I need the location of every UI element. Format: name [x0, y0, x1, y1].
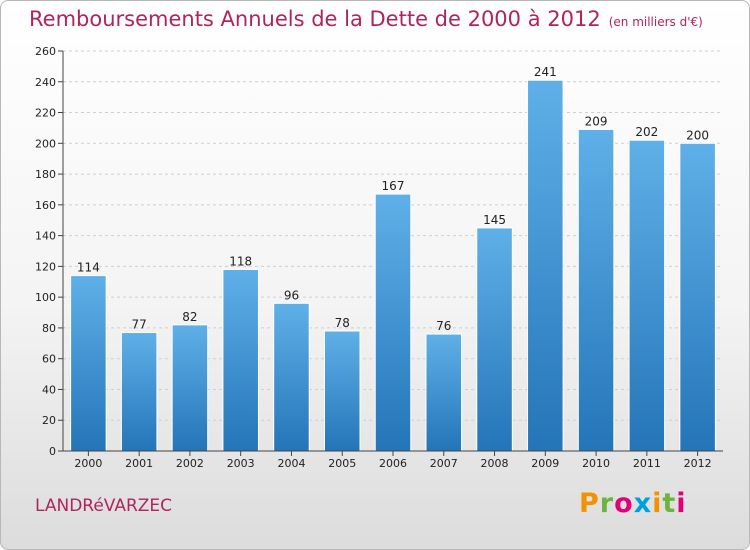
bar [222, 268, 259, 452]
y-tick-label: 120 [35, 260, 56, 273]
x-tick-label: 2012 [684, 457, 712, 470]
chart-title-text: Remboursements Annuels de la Dette de 20… [29, 7, 601, 31]
bar-value-label: 77 [132, 318, 147, 332]
x-tick-label: 2005 [328, 457, 356, 470]
bar [628, 139, 666, 452]
bar [679, 142, 716, 452]
logo-letter: i [676, 488, 687, 519]
bar-value-label: 209 [585, 114, 608, 128]
x-tick-label: 2011 [633, 457, 661, 470]
x-tick-label: 2004 [277, 457, 305, 470]
y-tick-label: 0 [49, 445, 56, 458]
y-tick-label: 40 [42, 383, 56, 396]
x-tick-label: 2003 [227, 457, 255, 470]
y-tick-label: 240 [35, 76, 56, 89]
x-tick-label: 2007 [430, 457, 458, 470]
bar-value-label: 114 [77, 261, 100, 275]
logo-letter: o [614, 488, 634, 519]
x-tick-label: 2000 [74, 457, 102, 470]
bar [374, 193, 412, 452]
commune-name: LANDRéVARZEC [35, 496, 173, 516]
bar [120, 332, 158, 452]
logo-letter: t [662, 488, 677, 519]
y-tick-label: 80 [42, 322, 56, 335]
x-tick-label: 2001 [125, 457, 153, 470]
logo-letter: x [633, 488, 653, 519]
bar-value-label: 145 [483, 213, 506, 227]
y-tick-label: 140 [35, 230, 56, 243]
chart-subtitle: (en milliers d'€) [608, 15, 703, 29]
logo-letter: P [579, 488, 600, 519]
bar-value-label: 82 [182, 310, 197, 324]
logo-letter: r [599, 488, 615, 519]
bar-value-label: 167 [382, 179, 405, 193]
bar [273, 302, 310, 452]
bar-value-label: 241 [534, 65, 557, 79]
x-tick-label: 2002 [176, 457, 204, 470]
bar [577, 128, 615, 452]
logo-letter: i [652, 488, 663, 519]
y-tick-label: 220 [35, 107, 56, 120]
chart-title: Remboursements Annuels de la Dette de 20… [29, 7, 703, 31]
bar [171, 324, 209, 452]
y-tick-label: 20 [42, 414, 56, 427]
bar [527, 79, 564, 452]
proxiti-logo: Proxiti [579, 488, 687, 519]
bar-value-label: 118 [229, 254, 252, 268]
y-tick-label: 200 [35, 137, 56, 150]
bar [323, 330, 361, 452]
x-tick-label: 2010 [582, 457, 610, 470]
y-tick-label: 180 [35, 168, 56, 181]
bar-value-label: 200 [686, 128, 709, 142]
bars: 114 77 82 118 96 78 167 76 145 241 209 202 200 [70, 65, 716, 452]
x-tick-label: 2006 [379, 457, 407, 470]
y-tick-label: 260 [35, 45, 56, 58]
y-tick-label: 100 [35, 291, 56, 304]
bar-value-label: 76 [436, 319, 451, 333]
bar-value-label: 202 [635, 125, 658, 139]
bar-value-label: 78 [335, 316, 350, 330]
x-tick-label: 2008 [481, 457, 509, 470]
x-tick-label: 2009 [531, 457, 559, 470]
bar-value-label: 96 [284, 288, 299, 302]
bar [70, 275, 107, 452]
axes: 0 20 40 60 80 100 120 140 160 180 200 220 240 260 2000… [35, 45, 723, 470]
bar [425, 333, 463, 452]
y-tick-label: 160 [35, 199, 56, 212]
bar [476, 227, 513, 452]
y-tick-label: 60 [42, 353, 56, 366]
